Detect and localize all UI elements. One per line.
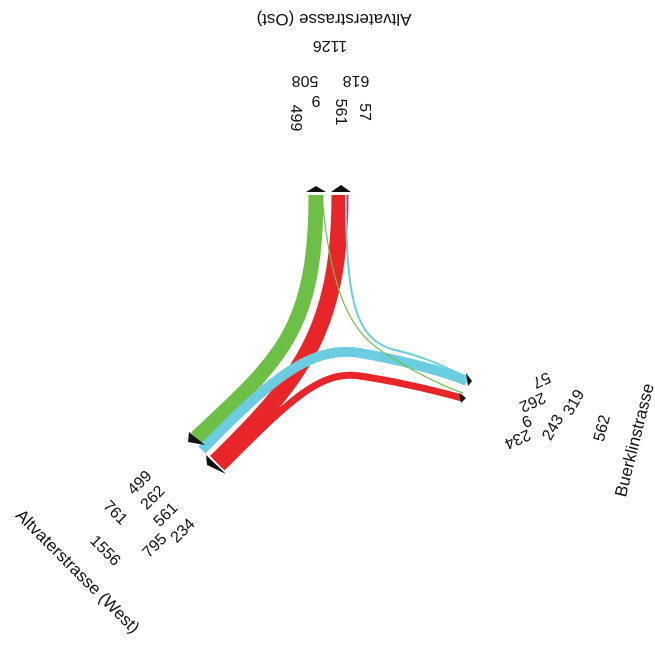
arm-total-north: 1126 [313, 37, 348, 54]
arm-total-west: 1556 [86, 532, 123, 569]
arm-subtotal-west-b: 795 [140, 531, 171, 562]
flow-label-north-9: 9 [311, 92, 320, 109]
flow-label-east-234: 234 [502, 425, 533, 451]
arm-marker-north-right [331, 185, 351, 192]
arm-subtotal-north-in: 618 [343, 72, 370, 89]
flow-label-east-57: 57 [530, 368, 553, 391]
arm-subtotal-east-a: 319 [560, 387, 588, 419]
arm-name-east: Buerklinstrasse [611, 381, 655, 498]
arm-name-west: Altvaterstrasse (West) [12, 506, 143, 637]
flow-label-north-561: 561 [332, 99, 349, 126]
arm-marker-north-left [306, 186, 326, 192]
flow-label-east-262: 262 [517, 388, 548, 414]
arm-subtotal-north-out: 508 [292, 72, 319, 89]
arm-subtotal-west-a: 761 [99, 498, 130, 529]
arm-name-north: Altvaterstrasse (Ost) [257, 10, 412, 29]
flow-label-north-499: 499 [287, 105, 304, 132]
arm-total-east: 562 [591, 413, 614, 443]
arm-subtotal-east-b: 243 [539, 412, 567, 444]
arm-marker-east-lower [459, 393, 466, 403]
flow-label-north-57: 57 [356, 103, 373, 121]
